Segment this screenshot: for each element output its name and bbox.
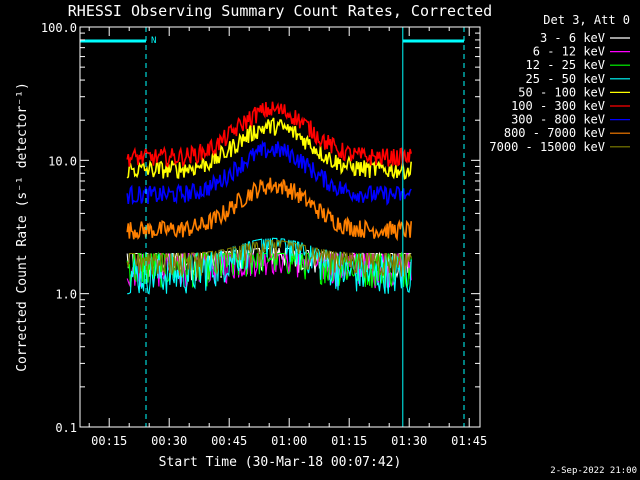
- series-line: [126, 117, 412, 180]
- x-tick-label: 00:45: [211, 434, 247, 448]
- legend-entry-label: 300 - 800 keV: [511, 113, 605, 127]
- series-line: [126, 101, 412, 168]
- series-line: [126, 240, 412, 279]
- y-axis: 0.1 1.0 10.0 100.0: [41, 21, 480, 435]
- x-axis-label: Start Time (30-Mar-18 00:07:42): [159, 455, 402, 470]
- legend-entry-label: 800 - 7000 keV: [504, 126, 605, 140]
- plot-frame: [79, 26, 481, 428]
- footer-timestamp: 2-Sep-2022 21:00: [550, 466, 637, 476]
- legend-entry-label: 3 - 6 keV: [540, 31, 605, 45]
- legend-entry-label: 50 - 100 keV: [518, 85, 605, 99]
- x-tick-label: 01:00: [271, 434, 307, 448]
- legend-entry-label: 12 - 25 keV: [526, 58, 605, 72]
- x-tick-label: 01:15: [331, 434, 367, 448]
- x-tick-label: 01:45: [451, 434, 487, 448]
- legend-entry-label: 25 - 50 keV: [526, 72, 605, 86]
- y-tick-label: 100.0: [41, 21, 77, 35]
- data-layer: [126, 101, 412, 295]
- y-axis-label: Corrected Count Rate (s⁻¹ detector⁻¹): [15, 82, 30, 372]
- y-tick-label: 1.0: [55, 288, 77, 302]
- x-tick-label: 00:15: [91, 434, 127, 448]
- chart-title: RHESSI Observing Summary Count Rates, Co…: [68, 2, 492, 20]
- night-marker-label: N: [151, 36, 156, 46]
- x-tick-label: 01:30: [391, 434, 427, 448]
- legend-title: Det 3, Att 0: [543, 13, 630, 27]
- legend-entry-label: 100 - 300 keV: [511, 99, 605, 113]
- y-tick-label: 0.1: [55, 421, 77, 435]
- y-tick-label: 10.0: [48, 154, 77, 168]
- legend-entry-label: 7000 - 15000 keV: [489, 140, 605, 154]
- x-tick-label: 00:30: [151, 434, 187, 448]
- legend-entry-label: 6 - 12 keV: [533, 45, 605, 59]
- x-axis: 00:15 00:30 00:45 01:00 01:15 01:30 01:45: [88, 27, 487, 448]
- series-line: [126, 139, 412, 206]
- series-line: [126, 177, 412, 242]
